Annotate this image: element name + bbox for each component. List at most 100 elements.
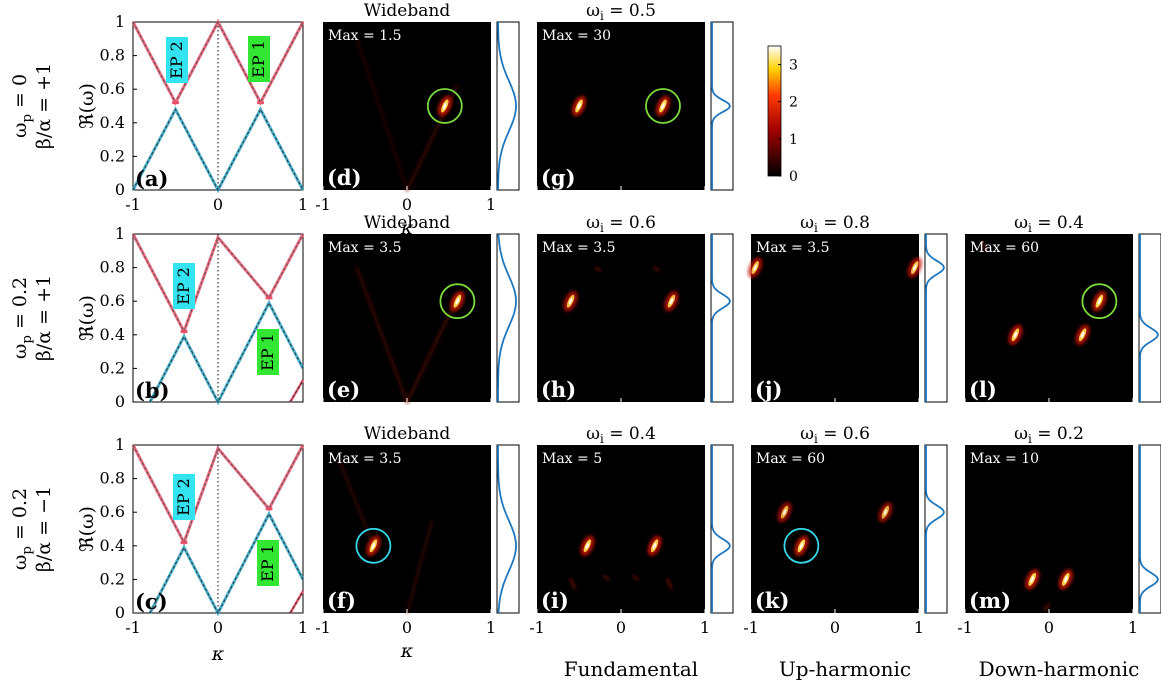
- x-axis-label: κ: [211, 643, 225, 665]
- exceptional-point-circle: [426, 88, 463, 124]
- y-tick-label: 0: [115, 603, 125, 622]
- heatmap-streak: [980, 240, 988, 253]
- heatmap-streak: [569, 577, 577, 590]
- heatmap-panel-k: ωi = 0.6 Max = 60 (k) -1 0 1: [743, 424, 948, 637]
- heatmap-panel-m: ωi = 0.2 Max = 10 (m) -1 0 1: [957, 424, 1161, 637]
- heatmap-spot-center: [585, 542, 590, 550]
- heatmap-area: [323, 22, 491, 190]
- y-tick-label: 0.4: [100, 113, 125, 132]
- exceptional-point-circle: [439, 283, 476, 320]
- x-tick-label: 0: [213, 618, 223, 637]
- heatmap-spot-center: [912, 264, 917, 271]
- exceptional-point-circle: [645, 88, 681, 124]
- column-label: Up-harmonic: [779, 657, 911, 681]
- heatmap-area: [323, 445, 491, 613]
- heatmap-spot-center: [799, 542, 804, 550]
- y-tick-label: 0.8: [100, 258, 125, 277]
- heatmap-area: [751, 445, 919, 613]
- y-axis-label-group: ℜ(ω): [76, 295, 98, 341]
- panel-title: ωi = 0.4: [1014, 213, 1084, 235]
- ep1-label-rot: EP 1: [249, 40, 268, 78]
- panel-label: (d): [327, 165, 362, 190]
- spectrum-strip: [496, 233, 520, 403]
- ep2-label: EP 2: [174, 478, 193, 516]
- band-panel-b: 0 0.2 0.4 0.6 0.8 1 EP 2 EP 1 (b): [100, 224, 305, 411]
- ep2-label-rot: EP 2: [174, 478, 193, 516]
- max-label: Max = 5: [542, 451, 602, 467]
- colorbar-tick-label: 3: [789, 58, 798, 74]
- y-tick-label: 0.2: [100, 358, 125, 377]
- y-tick-label: 1: [115, 12, 125, 31]
- max-label: Max = 3.5: [328, 240, 401, 256]
- row-label-3: ωp = 0.2 β/α = −1: [9, 486, 55, 572]
- spectrum-line: [711, 22, 732, 190]
- exceptional-point-circle: [1081, 283, 1118, 320]
- column-label: Fundamental: [564, 657, 698, 681]
- panel-title: ωi = 0.2: [1014, 424, 1084, 446]
- ep1-label: EP 1: [258, 544, 277, 582]
- ep1-label-rot: EP 1: [258, 544, 277, 582]
- heatmap-spot-center: [1030, 576, 1035, 583]
- heatmap-spot-center: [442, 102, 447, 110]
- x-tick-label: 0: [1044, 618, 1054, 637]
- y-tick-label: 1: [115, 435, 125, 454]
- heatmap-streak: [355, 266, 409, 404]
- band-panel-c: 00.20.40.60.81-1 0 1EP 2EP 1(c): [100, 435, 309, 637]
- row-label-omega-p: ωp = 0: [9, 74, 35, 138]
- heatmap-spot-center: [455, 297, 460, 305]
- max-label: Max = 10: [970, 451, 1039, 467]
- spectrum-strip: [496, 444, 520, 614]
- panel-title: ωi = 0.4: [586, 424, 656, 446]
- ep2-label: EP 2: [167, 41, 186, 79]
- heatmap-panel-g: ωi = 0.5 Max = 30 (g): [536, 1, 734, 191]
- heatmap-streak: [632, 574, 640, 581]
- ep2-label-rot: EP 2: [174, 267, 193, 305]
- spectrum-line: [497, 22, 517, 190]
- panel-title: Wideband: [364, 213, 451, 233]
- heatmap-spot-center: [661, 102, 665, 110]
- max-label: Max = 30: [542, 28, 611, 44]
- red-band-dashed: [289, 590, 304, 614]
- spectrum-line: [925, 234, 945, 402]
- spectrum-strip: [1138, 233, 1161, 403]
- ep1-label-box: [257, 329, 279, 375]
- spectrum-line: [711, 445, 731, 613]
- x-tick-label: 0: [402, 195, 412, 214]
- heatmap-spot-center: [568, 297, 573, 305]
- y-axis-label: ℜ(ω): [76, 506, 98, 552]
- heatmap-area: [537, 445, 705, 613]
- spectrum-strip: [710, 21, 734, 191]
- max-label: Max = 1.5: [328, 28, 401, 44]
- exceptional-point-circle: [783, 527, 820, 564]
- colorbar-tick-label: 0: [789, 169, 798, 185]
- panel-label: (b): [135, 378, 170, 403]
- panel-label: (k): [755, 588, 789, 613]
- heatmap-streak: [1043, 603, 1051, 612]
- y-tick-label: 0.2: [100, 146, 125, 165]
- row-label-omega-p: ωp = 0.2: [9, 488, 35, 570]
- y-axis-label: ℜ(ω): [76, 83, 98, 129]
- heatmap-spot-center: [371, 542, 376, 550]
- row-label-1: ωp = 0 β/α = +1: [9, 63, 55, 149]
- spectrum-line: [1139, 234, 1159, 402]
- max-label: Max = 3.5: [328, 451, 401, 467]
- row-label-omega-p: ωp = 0.2: [9, 277, 35, 359]
- spectrum-line: [711, 234, 731, 402]
- x-tick-label: 0: [402, 618, 412, 637]
- x-tick-label: 1: [486, 618, 496, 637]
- heatmap-panel-d: Wideband Max = 1.5 (d) -1 0 1 κ: [315, 1, 520, 239]
- y-tick-label: 0.6: [100, 79, 125, 98]
- y-tick-label: 1: [115, 224, 125, 243]
- ep1-label-box: [248, 36, 270, 82]
- y-tick-label: 0.6: [100, 291, 125, 310]
- y-tick-label: 0.4: [100, 325, 125, 344]
- heatmap-streak: [355, 37, 409, 192]
- heatmap-spot-center: [782, 508, 787, 516]
- panel-label: (e): [327, 377, 360, 402]
- y-tick-label: 0: [115, 180, 125, 199]
- panel-title: ωi = 0.6: [800, 424, 870, 446]
- panel-label: (i): [541, 588, 569, 613]
- heatmap-spot-center: [1080, 331, 1085, 339]
- x-tick-label: 1: [1128, 618, 1138, 637]
